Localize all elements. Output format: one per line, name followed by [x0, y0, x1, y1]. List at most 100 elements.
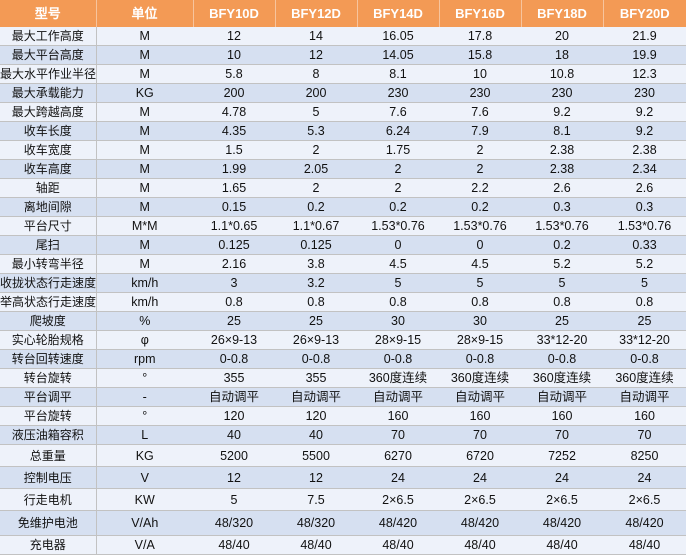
cell-value: 26×9-13	[193, 330, 275, 350]
table-row: 最大跨越高度 M 4.78 5 7.6 7.6 9.2 9.2	[0, 102, 686, 122]
cell-value: 1.65	[193, 178, 275, 198]
cell-value: 16.05	[357, 27, 439, 46]
row-unit: M	[96, 27, 193, 46]
cell-value: 21.9	[603, 27, 686, 46]
cell-value: 0.125	[193, 235, 275, 255]
cell-value: 5	[603, 273, 686, 293]
row-label: 液压油箱容积	[0, 425, 97, 445]
cell-value: 0-0.8	[193, 349, 275, 369]
cell-value: 1.1*0.67	[275, 216, 357, 236]
row-label: 行走电机	[0, 488, 97, 511]
cell-value: 3	[193, 273, 275, 293]
cell-value: 2.05	[275, 159, 357, 179]
cell-value: 70	[521, 425, 603, 445]
cell-value: 360度连续	[439, 368, 521, 388]
cell-value: 360度连续	[521, 368, 603, 388]
cell-value: 3.2	[275, 273, 357, 293]
cell-value: 0.2	[357, 197, 439, 217]
row-unit: M	[96, 197, 193, 217]
cell-value: 0.8	[521, 292, 603, 312]
cell-value: 230	[521, 83, 603, 103]
cell-value: 48/420	[603, 510, 686, 536]
cell-value: 2.34	[603, 159, 686, 179]
row-label: 实心轮胎规格	[0, 330, 97, 350]
row-unit: L	[96, 425, 193, 445]
header-row: 型号 单位 BFY10D BFY12D BFY14D BFY16D BFY18D BFY20D	[0, 0, 686, 27]
row-label: 免维护电池	[0, 510, 97, 536]
row-label: 平台尺寸	[0, 216, 97, 236]
cell-value: 0-0.8	[275, 349, 357, 369]
cell-value: 48/40	[275, 535, 357, 555]
cell-value: 2.2	[439, 178, 521, 198]
cell-value: 1.99	[193, 159, 275, 179]
row-unit: rpm	[96, 349, 193, 369]
cell-value: 自动调平	[521, 387, 603, 407]
cell-value: 33*12-20	[521, 330, 603, 350]
cell-value: 355	[193, 368, 275, 388]
table-row: 平台调平 - 自动调平 自动调平 自动调平 自动调平 自动调平 自动调平	[0, 387, 686, 407]
cell-value: 2	[439, 140, 521, 160]
cell-value: 7.6	[357, 102, 439, 122]
row-label: 最大工作高度	[0, 27, 97, 46]
table-row: 爬坡度% 25 25 30 30 25 25	[0, 311, 686, 331]
row-unit: V/A	[96, 535, 193, 555]
cell-value: 70	[603, 425, 686, 445]
cell-value: 48/40	[439, 535, 521, 555]
cell-value: 2	[357, 159, 439, 179]
row-label: 离地间隙	[0, 197, 97, 217]
cell-value: 355	[275, 368, 357, 388]
cell-value: 48/320	[275, 510, 357, 536]
cell-value: 230	[357, 83, 439, 103]
cell-value: 24	[357, 466, 439, 489]
cell-value: 5.3	[275, 121, 357, 141]
cell-value: 120	[193, 406, 275, 426]
row-unit: °	[96, 368, 193, 388]
cell-value: 自动调平	[357, 387, 439, 407]
cell-value: 0.33	[603, 235, 686, 255]
cell-value: 18	[521, 45, 603, 65]
row-label: 收车高度	[0, 159, 97, 179]
row-unit: M	[96, 102, 193, 122]
cell-value: 3.8	[275, 254, 357, 274]
row-label: 最小转弯半径	[0, 254, 97, 274]
cell-value: 48/40	[193, 535, 275, 555]
table-row: 收车长度 M 4.35 5.3 6.24 7.9 8.1 9.2	[0, 121, 686, 141]
row-label: 最大水平作业半径	[0, 64, 97, 84]
row-label: 转台回转速度	[0, 349, 97, 369]
cell-value: 0.2	[275, 197, 357, 217]
cell-value: 9.2	[521, 102, 603, 122]
row-unit: V/Ah	[96, 510, 193, 536]
header-unit: 单位	[96, 0, 194, 27]
cell-value: 48/40	[521, 535, 603, 555]
cell-value: 25	[521, 311, 603, 331]
cell-value: 0.2	[439, 197, 521, 217]
cell-value: 4.78	[193, 102, 275, 122]
table-row: 实心轮胎规格 φ 26×9-13 26×9-13 28×9-15 28×9-15 33*12…	[0, 330, 686, 350]
cell-value: 2	[275, 140, 357, 160]
cell-value: 48/40	[357, 535, 439, 555]
cell-value: 8250	[603, 444, 686, 467]
header-model-2: BFY12D	[275, 0, 358, 27]
table-row: 离地间隙 M 0.15 0.2 0.2 0.2 0.3 0.3	[0, 197, 686, 217]
cell-value: 120	[275, 406, 357, 426]
row-label: 最大跨越高度	[0, 102, 97, 122]
row-label: 控制电压	[0, 466, 97, 489]
row-label: 平台旋转	[0, 406, 97, 426]
cell-value: 33*12-20	[603, 330, 686, 350]
cell-value: 360度连续	[603, 368, 686, 388]
header-model-4: BFY16D	[439, 0, 522, 27]
cell-value: 8.1	[357, 64, 439, 84]
cell-value: 230	[439, 83, 521, 103]
cell-value: 14	[275, 27, 357, 46]
cell-value: 7.9	[439, 121, 521, 141]
cell-value: 10	[439, 64, 521, 84]
cell-value: 0.8	[193, 292, 275, 312]
cell-value: 自动调平	[439, 387, 521, 407]
row-unit: -	[96, 387, 193, 407]
cell-value: 1.1*0.65	[193, 216, 275, 236]
cell-value: 5.8	[193, 64, 275, 84]
cell-value: 0.8	[603, 292, 686, 312]
cell-value: 1.5	[193, 140, 275, 160]
cell-value: 48/420	[439, 510, 521, 536]
row-unit: V	[96, 466, 193, 489]
